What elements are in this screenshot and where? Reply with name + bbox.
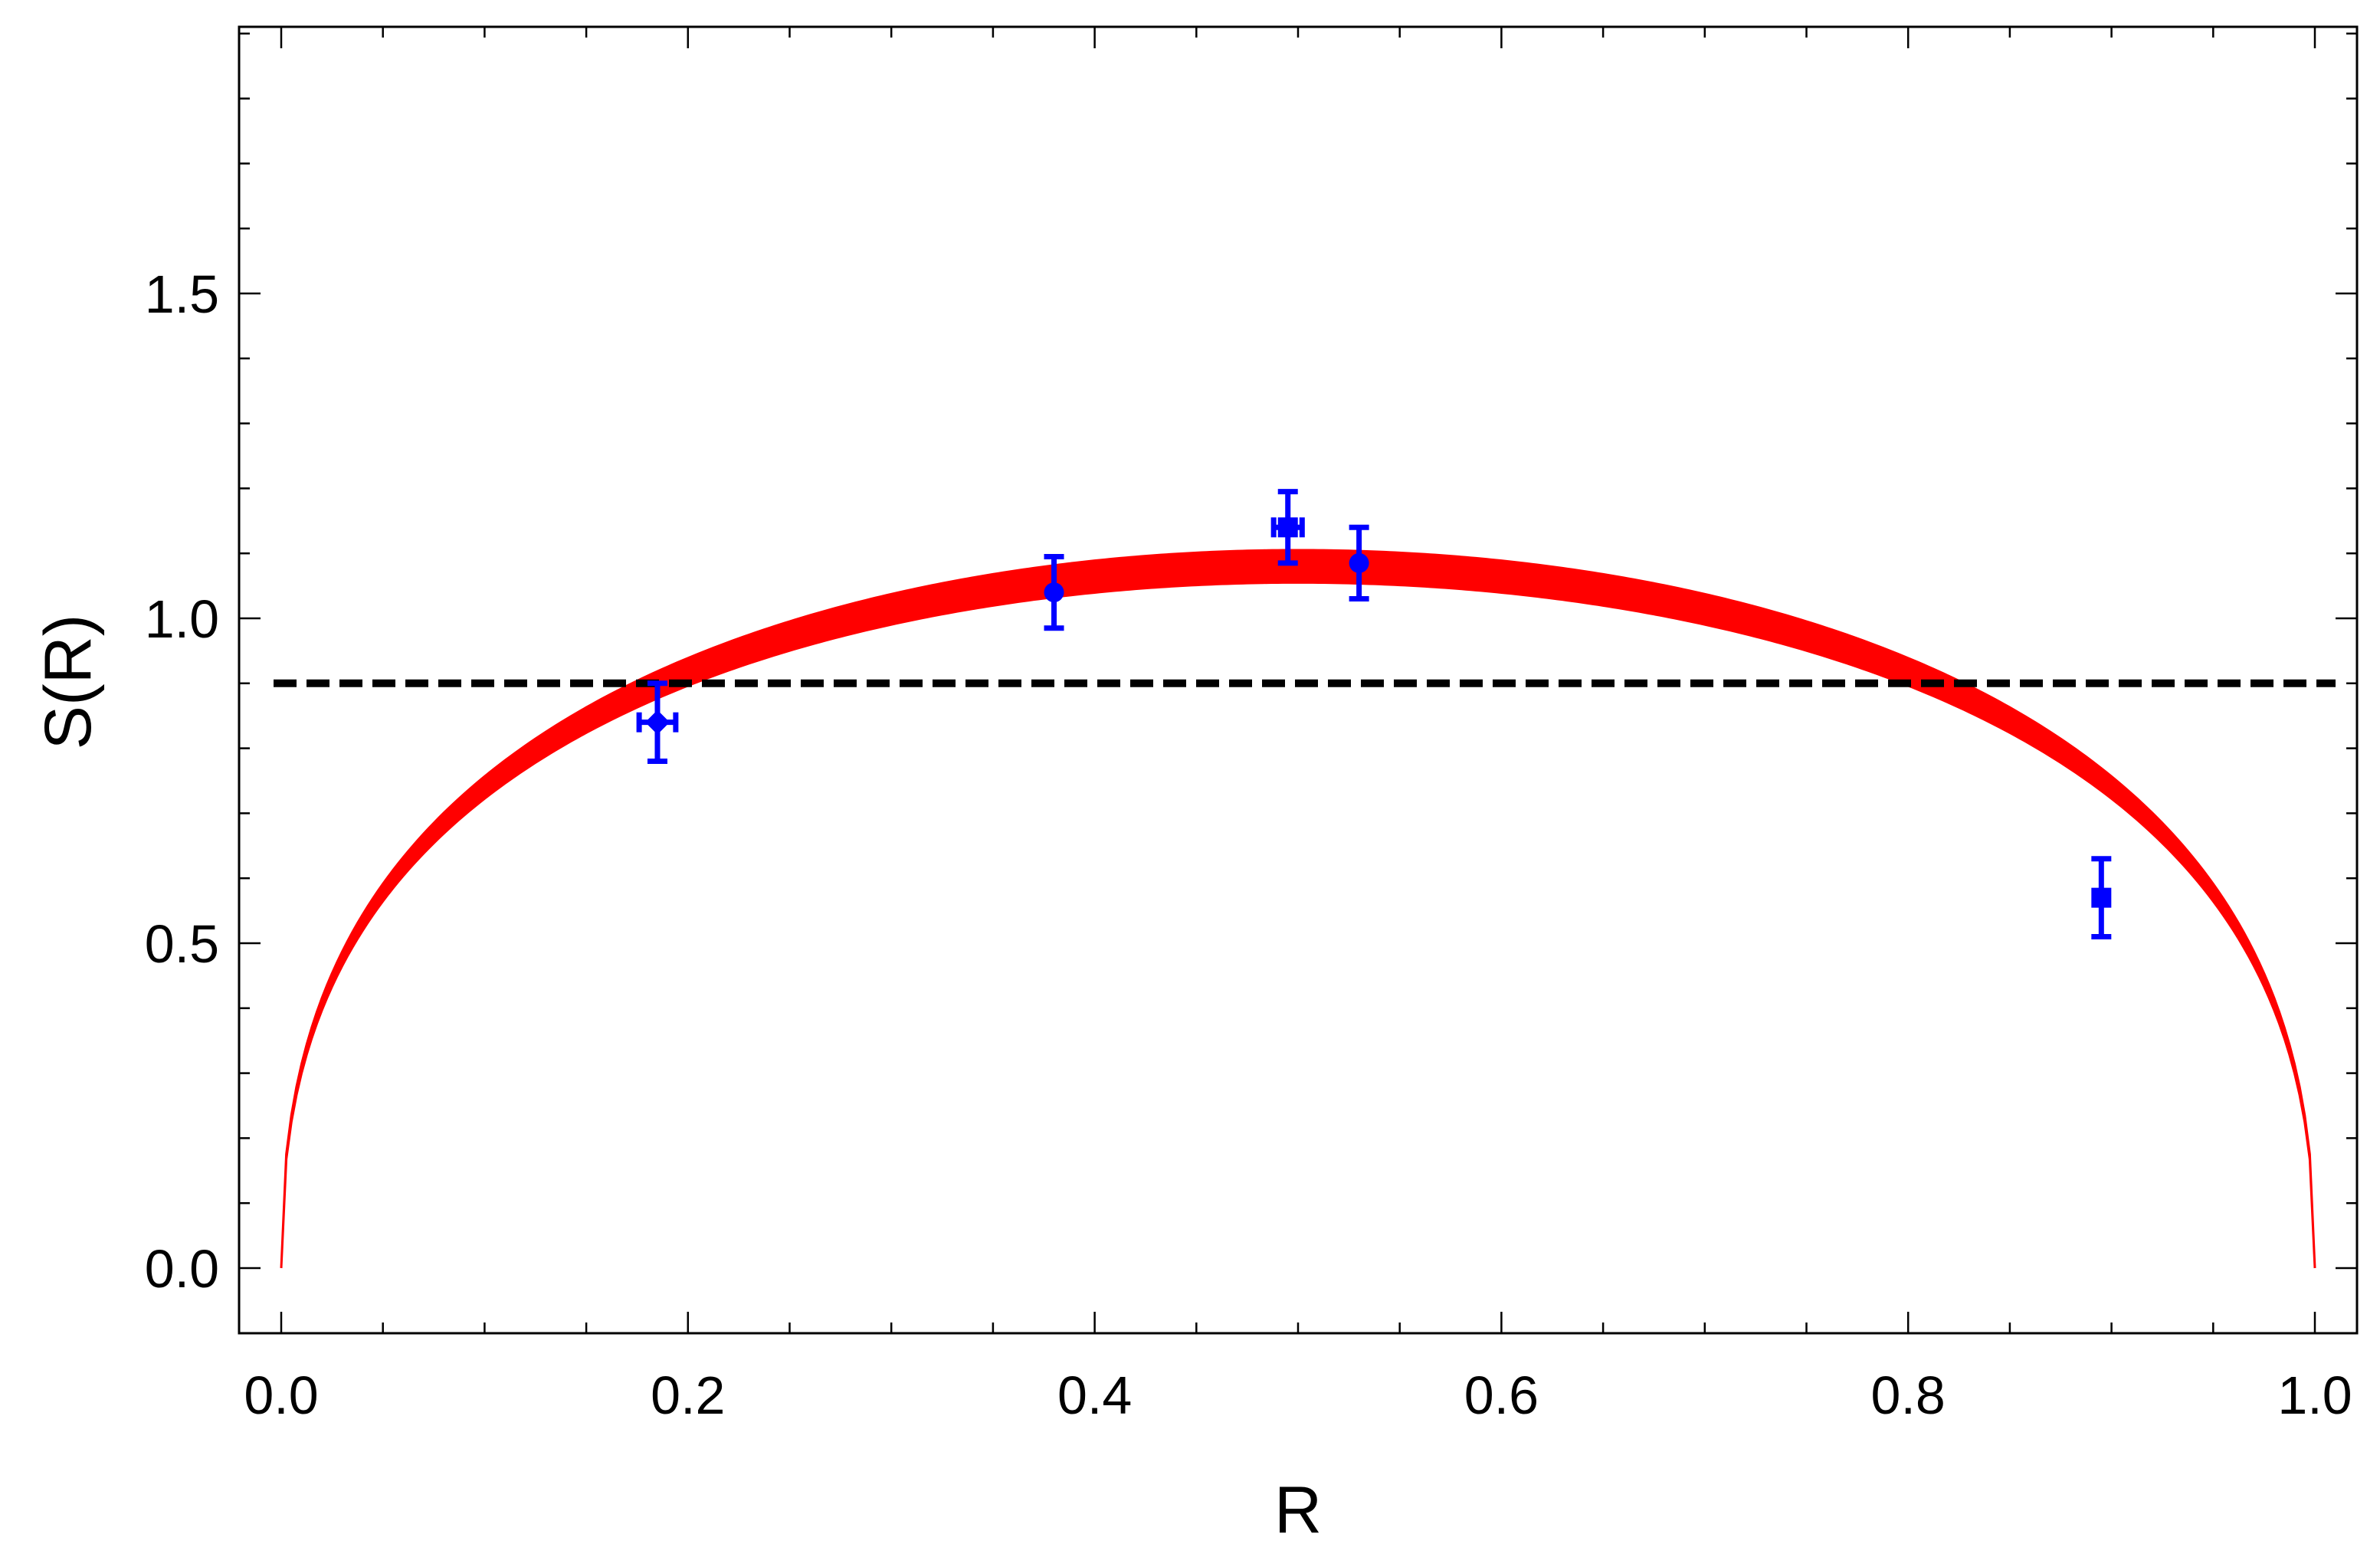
y-tick-label: 1.5 (145, 264, 219, 324)
y-tick-label: 0.5 (145, 914, 219, 974)
x-tick-label: 0.8 (1871, 1365, 1946, 1425)
data-point (2091, 856, 2112, 940)
data-point (636, 680, 679, 765)
x-tick-label: 0.6 (1464, 1365, 1539, 1425)
points-layer (636, 489, 2112, 940)
red-band (280, 549, 2316, 1269)
point-marker-circle (1044, 582, 1064, 603)
x-tick-label: 1.0 (2277, 1365, 2352, 1425)
y-tick-label: 1.0 (145, 589, 219, 649)
plot-frame (238, 25, 2359, 1335)
x-tick-label: 0.4 (1057, 1365, 1132, 1425)
data-point (1349, 524, 1369, 602)
point-marker-square (2091, 887, 2112, 908)
data-point (1270, 489, 1305, 566)
band-layer (280, 549, 2316, 1269)
y-tick-label: 0.0 (145, 1239, 219, 1299)
point-marker-square (1277, 517, 1298, 538)
y-axis-label: S(R) (31, 615, 105, 750)
point-marker-circle (1349, 552, 1369, 573)
x-tick-label: 0.0 (244, 1365, 318, 1425)
x-axis-label: R (1274, 1473, 1322, 1547)
x-tick-label: 0.2 (651, 1365, 725, 1425)
ticks-layer: 0.0 0.2 0.4 0.6 0.8 1.0 0.0 0.5 1.0 1.5 (145, 27, 2357, 1425)
point-marker-diamond (644, 710, 670, 735)
data-point (1044, 553, 1064, 631)
